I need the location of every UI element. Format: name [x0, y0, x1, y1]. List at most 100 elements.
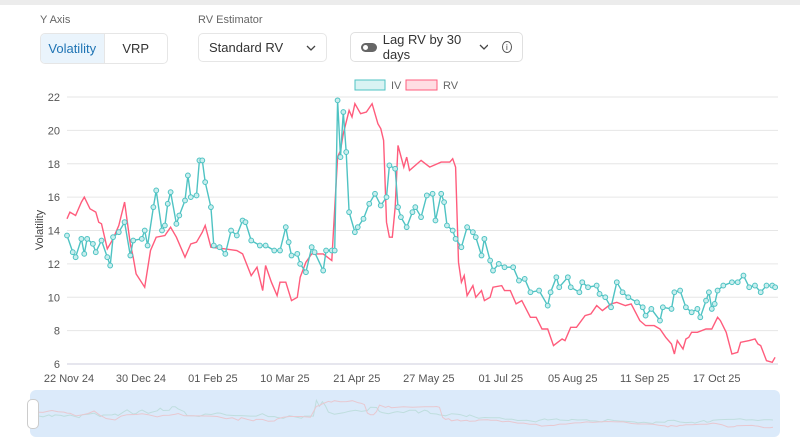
iv-data-point[interactable]: [544, 302, 551, 309]
iv-data-point[interactable]: [772, 284, 779, 291]
iv-data-point[interactable]: [386, 162, 393, 169]
iv-data-point[interactable]: [639, 304, 646, 311]
iv-data-point[interactable]: [634, 299, 640, 306]
iv-data-point[interactable]: [682, 304, 689, 311]
iv-data-point[interactable]: [377, 202, 384, 209]
iv-data-point[interactable]: [403, 224, 410, 231]
iv-data-point[interactable]: [697, 314, 704, 321]
iv-data-point[interactable]: [608, 304, 614, 311]
iv-data-point[interactable]: [228, 227, 234, 234]
iv-data-point[interactable]: [340, 109, 347, 115]
iv-data-point[interactable]: [625, 294, 632, 301]
iv-data-point[interactable]: [64, 232, 70, 239]
iv-data-point[interactable]: [202, 179, 209, 186]
iv-data-point[interactable]: [320, 267, 327, 274]
iv-data-point[interactable]: [297, 260, 304, 267]
iv-data-point[interactable]: [714, 287, 721, 294]
iv-data-point[interactable]: [288, 252, 295, 259]
iv-data-point[interactable]: [130, 237, 137, 244]
iv-data-point[interactable]: [423, 192, 430, 199]
iv-data-point[interactable]: [110, 234, 116, 241]
iv-data-point[interactable]: [688, 309, 695, 316]
iv-data-point[interactable]: [262, 242, 269, 249]
iv-data-point[interactable]: [469, 229, 476, 236]
iv-data-point[interactable]: [334, 97, 341, 104]
iv-data-point[interactable]: [331, 247, 338, 254]
iv-data-point[interactable]: [752, 282, 758, 289]
iv-data-point[interactable]: [579, 279, 586, 286]
iv-data-point[interactable]: [556, 284, 563, 291]
iv-data-point[interactable]: [164, 200, 171, 207]
iv-data-point[interactable]: [429, 190, 436, 197]
iv-data-point[interactable]: [648, 306, 655, 312]
vrp-option[interactable]: VRP: [103, 34, 168, 63]
iv-data-point[interactable]: [115, 229, 122, 236]
iv-data-point[interactable]: [383, 194, 390, 201]
iv-data-point[interactable]: [677, 287, 684, 294]
iv-data-point[interactable]: [271, 247, 278, 254]
iv-data-point[interactable]: [354, 224, 361, 231]
iv-data-point[interactable]: [256, 242, 263, 249]
iv-data-point[interactable]: [173, 220, 180, 227]
iv-data-point[interactable]: [527, 289, 534, 296]
navigator-left-handle[interactable]: [27, 399, 39, 429]
iv-data-point[interactable]: [729, 279, 735, 286]
iv-data-point[interactable]: [481, 235, 488, 242]
iv-data-point[interactable]: [613, 279, 620, 286]
iv-data-point[interactable]: [84, 235, 91, 242]
iv-data-point[interactable]: [602, 294, 609, 301]
iv-data-point[interactable]: [78, 235, 85, 242]
iv-data-point[interactable]: [478, 252, 485, 259]
iv-data-point[interactable]: [671, 289, 678, 296]
iv-data-point[interactable]: [576, 289, 583, 296]
iv-data-point[interactable]: [668, 306, 675, 312]
iv-data-point[interactable]: [176, 212, 183, 219]
iv-data-point[interactable]: [418, 214, 424, 221]
iv-data-point[interactable]: [294, 250, 301, 257]
iv-data-point[interactable]: [311, 249, 318, 256]
iv-data-point[interactable]: [323, 247, 329, 254]
iv-data-point[interactable]: [708, 306, 715, 312]
iv-data-point[interactable]: [233, 232, 240, 239]
iv-data-point[interactable]: [199, 157, 206, 164]
iv-data-point[interactable]: [412, 204, 419, 211]
iv-data-point[interactable]: [303, 269, 309, 276]
iv-data-point[interactable]: [596, 291, 603, 297]
range-navigator[interactable]: [30, 390, 780, 437]
iv-data-point[interactable]: [501, 264, 508, 271]
iv-data-point[interactable]: [187, 194, 194, 201]
lag-toggle[interactable]: [361, 42, 377, 52]
iv-data-point[interactable]: [495, 260, 502, 267]
iv-data-point[interactable]: [208, 204, 214, 211]
iv-data-point[interactable]: [360, 215, 367, 222]
iv-data-point[interactable]: [144, 242, 151, 249]
iv-data-point[interactable]: [222, 250, 229, 257]
iv-data-point[interactable]: [516, 277, 522, 284]
iv-data-point[interactable]: [69, 249, 76, 256]
iv-data-point[interactable]: [107, 262, 114, 269]
iv-data-point[interactable]: [182, 197, 188, 204]
iv-data-point[interactable]: [452, 235, 459, 242]
iv-data-point[interactable]: [720, 282, 727, 289]
iv-data-point[interactable]: [285, 239, 292, 246]
iv-data-point[interactable]: [104, 254, 111, 261]
iv-data-point[interactable]: [659, 304, 666, 311]
iv-data-point[interactable]: [734, 279, 741, 286]
iv-data-point[interactable]: [153, 187, 160, 194]
iv-data-point[interactable]: [763, 282, 770, 289]
iv-data-point[interactable]: [746, 284, 753, 291]
chevron-down-icon[interactable]: [479, 44, 488, 50]
iv-data-point[interactable]: [585, 284, 591, 291]
iv-data-point[interactable]: [216, 244, 223, 251]
lag-label[interactable]: Lag RV by 30 days: [382, 32, 462, 62]
iv-data-point[interactable]: [510, 264, 517, 271]
iv-data-point[interactable]: [487, 257, 494, 264]
iv-data-point[interactable]: [210, 242, 217, 249]
iv-data-point[interactable]: [167, 189, 174, 196]
volatility-option[interactable]: Volatility: [41, 34, 104, 63]
iv-data-point[interactable]: [409, 209, 416, 216]
iv-data-point[interactable]: [98, 237, 105, 244]
iv-data-point[interactable]: [372, 190, 378, 197]
iv-data-point[interactable]: [346, 209, 352, 216]
iv-data-point[interactable]: [432, 217, 439, 224]
